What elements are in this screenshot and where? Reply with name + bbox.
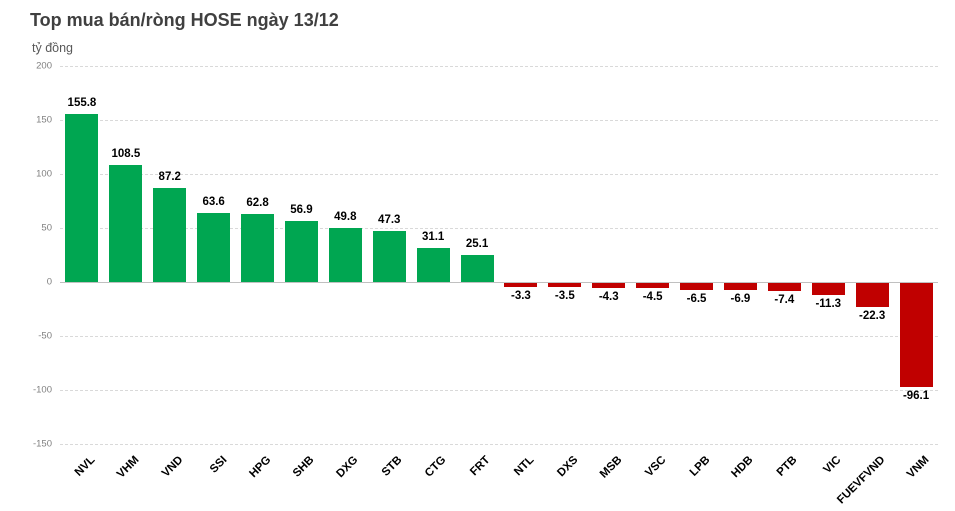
y-tick-label: 100 bbox=[36, 168, 52, 180]
value-label: 63.6 bbox=[202, 196, 225, 209]
bar bbox=[416, 248, 450, 282]
y-tick-label: -150 bbox=[32, 438, 52, 450]
value-label: 25.1 bbox=[465, 237, 489, 250]
bar bbox=[504, 283, 538, 287]
gridline bbox=[60, 174, 938, 175]
gridline bbox=[60, 66, 938, 67]
value-label: -11.3 bbox=[815, 298, 842, 311]
bar bbox=[109, 164, 143, 282]
value-label: -3.5 bbox=[554, 289, 575, 302]
value-label: 56.9 bbox=[290, 203, 313, 216]
value-label: -3.3 bbox=[511, 289, 531, 302]
value-label: 62.8 bbox=[246, 197, 269, 210]
y-tick-label: -50 bbox=[38, 330, 52, 342]
value-label: 155.8 bbox=[67, 96, 97, 109]
bar bbox=[767, 283, 801, 291]
bar bbox=[284, 220, 318, 282]
bar bbox=[680, 283, 714, 291]
value-label: -6.9 bbox=[730, 293, 751, 306]
bar bbox=[855, 283, 889, 308]
gridline bbox=[60, 444, 938, 445]
chart-title: Top mua bán/ròng HOSE ngày 13/12 bbox=[30, 10, 339, 30]
y-tick-label: -100 bbox=[32, 384, 52, 396]
value-label: -4.5 bbox=[642, 290, 663, 303]
value-label: -7.4 bbox=[774, 293, 795, 306]
gridline bbox=[60, 336, 938, 337]
value-label: 108.5 bbox=[111, 147, 141, 160]
value-label: -22.3 bbox=[859, 310, 886, 323]
bar bbox=[65, 113, 99, 282]
bar bbox=[328, 228, 362, 282]
value-label: 87.2 bbox=[158, 170, 181, 183]
x-axis-zero-line bbox=[60, 282, 938, 283]
bar bbox=[592, 283, 626, 288]
value-label: 47.3 bbox=[378, 213, 401, 226]
y-tick-label: 150 bbox=[36, 114, 52, 126]
bar bbox=[811, 283, 845, 296]
bar bbox=[548, 283, 582, 287]
gridline bbox=[60, 390, 938, 391]
gridline bbox=[60, 228, 938, 229]
value-label: -6.5 bbox=[686, 293, 707, 306]
bar bbox=[241, 214, 275, 282]
value-label: 49.8 bbox=[334, 211, 357, 224]
gridline bbox=[60, 120, 938, 121]
bar bbox=[460, 254, 494, 282]
value-label: -4.3 bbox=[598, 290, 619, 303]
y-tick-label: 0 bbox=[46, 276, 52, 288]
y-tick-label: 200 bbox=[36, 60, 52, 72]
bar bbox=[153, 187, 187, 282]
y-tick-label: 50 bbox=[41, 222, 52, 234]
bar bbox=[636, 283, 670, 288]
bar bbox=[723, 283, 757, 291]
y-axis-unit-label: tỷ đồng bbox=[32, 41, 74, 55]
bar bbox=[899, 283, 933, 387]
bar bbox=[372, 230, 406, 282]
bar bbox=[197, 213, 231, 282]
value-label: -96.1 bbox=[902, 389, 930, 402]
value-label: 31.1 bbox=[421, 231, 445, 244]
